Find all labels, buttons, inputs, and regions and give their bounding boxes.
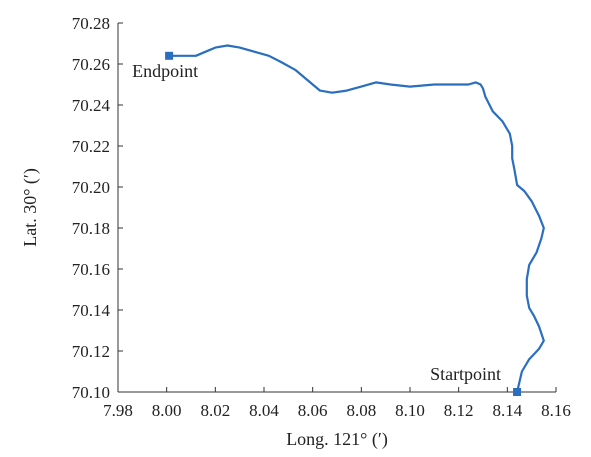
x-tick-label: 8.02 [200,401,230,420]
y-tick-label: 70.18 [72,219,110,238]
y-tick-label: 70.26 [72,55,110,74]
y-tick-label: 70.12 [72,342,110,361]
x-tick-label: 8.00 [152,401,182,420]
x-axis-title: Long. 121° (′) [286,429,388,450]
endpoint-label: Endpoint [132,61,198,81]
x-tick-label: 8.14 [492,401,522,420]
x-ticks: 7.98 8.00 8.02 8.04 8.06 8.08 8.10 8.12 8.14 8.16 [103,387,571,420]
x-tick-label: 7.98 [103,401,133,420]
y-tick-label: 70.10 [72,383,110,402]
x-tick-label: 8.16 [541,401,571,420]
y-tick-label: 70.20 [72,178,110,197]
y-tick-label: 70.28 [72,14,110,33]
startpoint-label: Startpoint [430,364,501,384]
x-tick-label: 8.10 [395,401,425,420]
y-tick-label: 70.24 [72,96,111,115]
y-tick-label: 70.16 [72,260,110,279]
y-tick-label: 70.14 [72,301,111,320]
x-tick-label: 8.04 [249,401,279,420]
x-tick-label: 8.08 [346,401,376,420]
track-line [168,44,545,394]
x-tick-label: 8.06 [298,401,328,420]
plot-area: Endpoint Startpoint [132,44,545,396]
y-tick-label: 70.22 [72,137,110,156]
endpoint-marker [165,51,174,60]
axes [117,23,556,393]
y-ticks: 70.10 70.12 70.14 70.16 70.18 70.20 70.22 70.24… [72,14,123,402]
startpoint-marker [513,388,522,396]
y-axis-title: Lat. 30° (′) [20,168,41,247]
x-tick-label: 8.12 [444,401,474,420]
